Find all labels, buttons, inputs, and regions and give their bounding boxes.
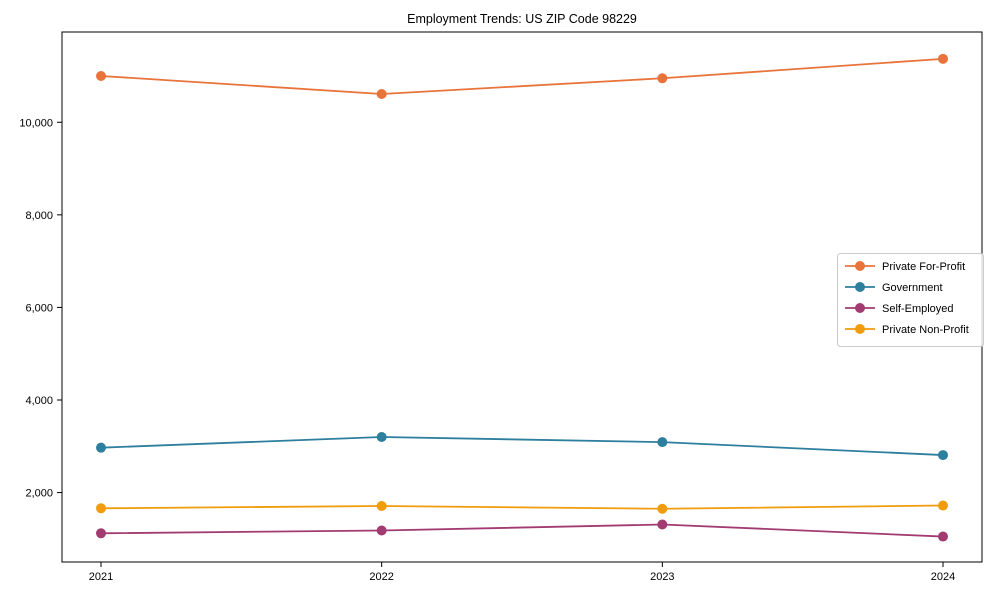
- legend-label-government: Government: [882, 282, 943, 294]
- legend-marker-government: [855, 282, 865, 292]
- plot-area: 2,000 4,000 6,000 8,000 10,000 2021 2022 2023 20…: [19, 31, 984, 583]
- legend-item-private-for-profit: Private For-Profit: [845, 261, 965, 273]
- x-tick-label-2021: 2021: [89, 571, 113, 583]
- x-tick-label-2023: 2023: [650, 571, 674, 583]
- legend-box: [837, 253, 984, 347]
- point-self-employed-2021: [96, 528, 106, 539]
- point-private-for-profit-2021: [96, 70, 106, 81]
- point-self-employed-2022: [376, 525, 387, 536]
- legend-marker-self-employed: [855, 303, 865, 313]
- legend-item-private-non-profit: Private Non-Profit: [845, 324, 969, 336]
- legend-marker-private-non-profit: [855, 324, 865, 334]
- line-government: [100, 436, 944, 456]
- line-private-non-profit: [100, 504, 944, 510]
- legend: Private For-Profit Government Self-Employe…: [837, 253, 984, 347]
- point-government-2022: [376, 432, 387, 443]
- point-private-non-profit-2024: [938, 500, 948, 511]
- legend-marker-private-for-profit: [855, 261, 865, 271]
- point-private-non-profit-2023: [657, 503, 668, 514]
- legend-label-self-employed: Self-Employed: [882, 303, 954, 315]
- line-self-employed: [100, 523, 944, 538]
- y-tick-label-8000: 8,000: [25, 210, 53, 222]
- point-self-employed-2024: [938, 531, 948, 542]
- y-tick-label-4000: 4,000: [25, 395, 53, 407]
- point-private-for-profit-2024: [938, 53, 948, 64]
- legend-label-private-for-profit: Private For-Profit: [882, 261, 965, 273]
- point-self-employed-2023: [657, 519, 668, 530]
- y-tick-label-2000: 2,000: [25, 488, 53, 500]
- point-government-2024: [938, 450, 948, 461]
- point-private-for-profit-2022: [376, 89, 387, 100]
- chart-title: Employment Trends: US ZIP Code 98229: [407, 12, 637, 26]
- point-government-2023: [657, 437, 668, 448]
- point-government-2021: [96, 442, 106, 453]
- y-tick-label-10000: 10,000: [19, 117, 53, 129]
- x-tick-label-2022: 2022: [369, 571, 393, 583]
- x-tick-label-2024: 2024: [931, 571, 955, 583]
- legend-label-private-non-profit: Private Non-Profit: [882, 324, 969, 336]
- legend-item-self-employed: Self-Employed: [845, 303, 954, 315]
- y-tick-label-6000: 6,000: [25, 302, 53, 314]
- line-private-for-profit: [100, 57, 944, 95]
- point-private-non-profit-2021: [96, 503, 106, 514]
- point-private-non-profit-2022: [376, 500, 387, 511]
- point-private-for-profit-2023: [657, 73, 668, 84]
- legend-item-government: Government: [845, 282, 943, 294]
